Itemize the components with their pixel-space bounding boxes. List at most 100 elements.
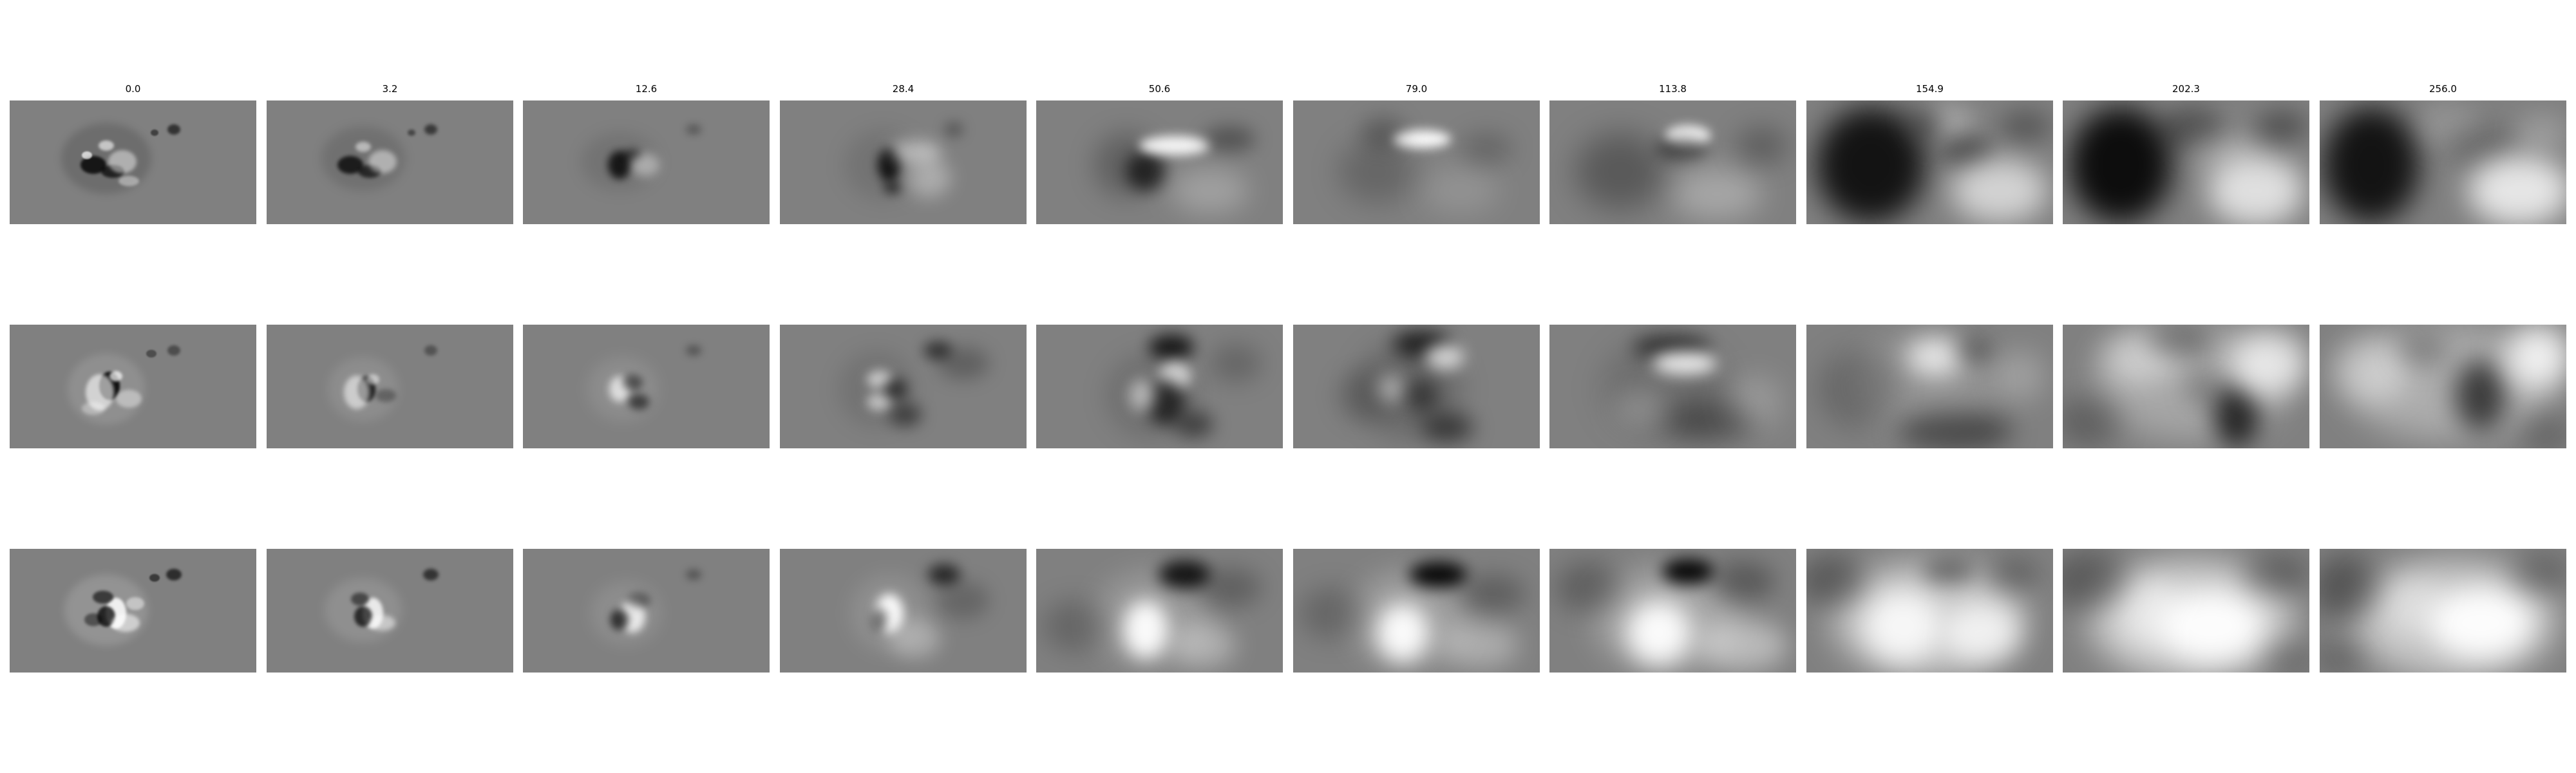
intensity-blob [2468, 155, 2566, 224]
intensity-blob [1955, 338, 1993, 363]
intensity-blob [375, 389, 396, 402]
intensity-blob [1361, 117, 1406, 149]
image-panel [2063, 549, 2309, 673]
panel-background [1293, 100, 1540, 224]
intensity-blob [1300, 587, 1364, 639]
intensity-blob [1698, 620, 1788, 671]
intensity-blob [622, 375, 643, 390]
image-panel-graphic [523, 325, 770, 448]
image-panel [523, 325, 770, 448]
image-panel-graphic [1549, 549, 1796, 673]
image-panel [1036, 549, 1283, 673]
column-label: 256.0 [2429, 83, 2457, 95]
intensity-blob [2214, 383, 2259, 447]
intensity-blob [166, 569, 182, 580]
image-panel [1549, 100, 1796, 224]
image-panel-graphic [780, 100, 1027, 224]
image-panel-graphic [523, 100, 770, 224]
image-panel [1549, 549, 1796, 673]
image-panel-graphic [10, 549, 256, 673]
image-panel-graphic [10, 325, 256, 448]
intensity-blob [2429, 587, 2532, 658]
intensity-blob [2333, 338, 2410, 402]
image-panel [1806, 100, 2053, 224]
intensity-blob [366, 374, 379, 385]
intensity-blob [631, 153, 659, 177]
intensity-blob [1338, 370, 1390, 421]
image-panel-graphic [1549, 100, 1796, 224]
intensity-blob [1627, 600, 1691, 665]
image-panel-graphic [1293, 325, 1540, 448]
intensity-blob [1461, 575, 1525, 613]
intensity-blob [1159, 560, 1210, 589]
intensity-blob [1942, 604, 2019, 662]
intensity-blob [1377, 604, 1428, 662]
intensity-blob [867, 393, 893, 411]
intensity-blob [1130, 379, 1155, 412]
image-panel [10, 549, 256, 673]
image-panel-graphic [10, 100, 256, 224]
intensity-blob [2146, 325, 2211, 357]
intensity-blob [1422, 168, 1499, 213]
image-panel-graphic [1806, 549, 2053, 673]
intensity-blob [368, 150, 397, 173]
intensity-blob [1175, 412, 1213, 437]
image-panel-graphic [780, 549, 1027, 673]
intensity-blob [1197, 568, 1262, 607]
intensity-blob [2455, 360, 2506, 431]
intensity-blob [686, 124, 701, 135]
column-label: 12.6 [635, 83, 658, 95]
image-panel [1549, 325, 1796, 448]
intensity-blob [884, 379, 907, 399]
image-panel [1293, 549, 1540, 673]
intensity-blob [149, 574, 160, 582]
image-panel [2063, 100, 2309, 224]
intensity-blob [938, 347, 989, 379]
image-panel-graphic [2320, 325, 2566, 448]
image-panel [1806, 549, 2053, 673]
intensity-blob [1806, 555, 1864, 607]
intensity-blob [1123, 600, 1168, 658]
intensity-blob [1614, 389, 1665, 428]
image-panel [523, 549, 770, 673]
intensity-blob [1656, 137, 1707, 160]
image-panel [1806, 325, 2053, 448]
intensity-blob [1903, 107, 1942, 146]
image-panel [267, 100, 513, 224]
intensity-blob [2397, 334, 2448, 367]
intensity-blob [337, 156, 363, 174]
intensity-blob [408, 129, 415, 136]
image-panel [780, 325, 1027, 448]
intensity-blob [2262, 642, 2309, 673]
intensity-blob [872, 608, 887, 631]
image-panel [10, 100, 256, 224]
column-label: 28.4 [892, 83, 914, 95]
intensity-blob [2320, 555, 2378, 620]
intensity-blob [1171, 168, 1249, 213]
intensity-blob [2159, 591, 2262, 662]
intensity-blob [1575, 133, 1665, 210]
intensity-blob [1149, 334, 1194, 360]
intensity-blob [99, 140, 114, 151]
intensity-blob [2000, 110, 2051, 142]
intensity-blob [2063, 552, 2127, 610]
intensity-blob [1139, 136, 1210, 155]
intensity-blob [611, 609, 629, 630]
intensity-blob [82, 402, 105, 415]
image-panel-graphic [1293, 100, 1540, 224]
image-panel [2320, 100, 2566, 224]
intensity-blob [945, 123, 963, 136]
image-panel-graphic [1806, 325, 2053, 448]
intensity-blob [889, 403, 922, 426]
column-label: 154.9 [1916, 83, 1944, 95]
intensity-blob [905, 158, 951, 197]
intensity-blob [1210, 344, 1262, 383]
image-panel [1036, 325, 1283, 448]
intensity-blob [2445, 126, 2516, 165]
column-label: 0.0 [125, 83, 141, 95]
intensity-blob [2185, 370, 2224, 408]
intensity-blob [1993, 350, 2045, 402]
intensity-blob [1653, 352, 1717, 375]
intensity-blob [354, 606, 372, 627]
intensity-blob [1556, 562, 1620, 613]
